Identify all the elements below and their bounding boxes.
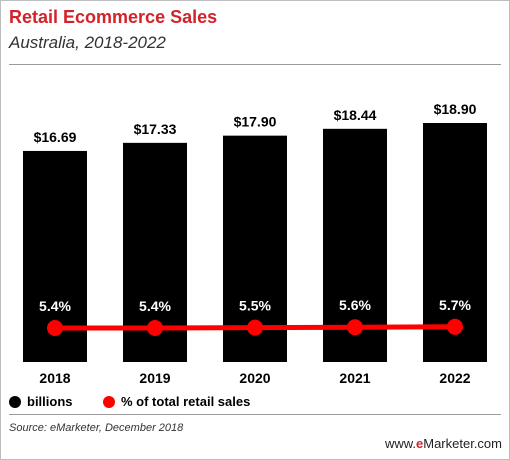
pct-label-2019: 5.4%	[139, 298, 171, 314]
brand-rest: Marketer.com	[423, 436, 502, 451]
bar-value-label-2021: $18.44	[334, 107, 377, 123]
pct-label-2018: 5.4%	[39, 298, 71, 314]
x-tick-label-2019: 2019	[139, 370, 170, 386]
line-point-2019	[147, 320, 163, 336]
line-point-2018	[47, 320, 63, 336]
bar-value-label-2019: $17.33	[134, 121, 177, 137]
brand-highlight: e	[416, 436, 424, 451]
brand-url: www.eMarketer.com	[385, 436, 502, 451]
pct-label-2021: 5.6%	[339, 297, 371, 313]
pct-label-2020: 5.5%	[239, 298, 271, 314]
line-point-2022	[447, 318, 463, 335]
x-tick-label-2020: 2020	[239, 370, 270, 386]
x-tick-label-2022: 2022	[439, 370, 470, 386]
x-tick-label-2021: 2021	[339, 370, 370, 386]
legend-dot-red-icon	[103, 395, 115, 408]
bar-value-label-2020: $17.90	[234, 114, 277, 130]
bar-value-label-2018: $16.69	[34, 129, 77, 145]
line-point-2020	[247, 319, 263, 336]
x-tick-label-2018: 2018	[39, 370, 70, 386]
legend-label-billions: billions	[27, 394, 73, 409]
source-note: Source: eMarketer, December 2018	[9, 422, 184, 434]
legend-dot-black-icon	[9, 395, 21, 408]
chart-title: Retail Ecommerce Sales	[9, 7, 218, 27]
legend-item-percent: % of total retail sales	[103, 394, 250, 409]
legend-item-billions: billions	[9, 394, 73, 409]
brand-prefix: www.	[384, 436, 417, 451]
bar-value-label-2022: $18.90	[434, 101, 477, 117]
bottom-divider	[9, 414, 501, 415]
legend-label-percent: % of total retail sales	[121, 394, 251, 409]
pct-label-2022: 5.7%	[439, 297, 471, 313]
top-divider	[9, 64, 501, 65]
line-point-2021	[347, 319, 363, 336]
chart-plot: $16.69 $17.33 $17.90 $18.44 $18.90 2018 2019 20…	[23, 101, 487, 386]
chart-subtitle: Australia, 2018-2022	[9, 33, 166, 52]
